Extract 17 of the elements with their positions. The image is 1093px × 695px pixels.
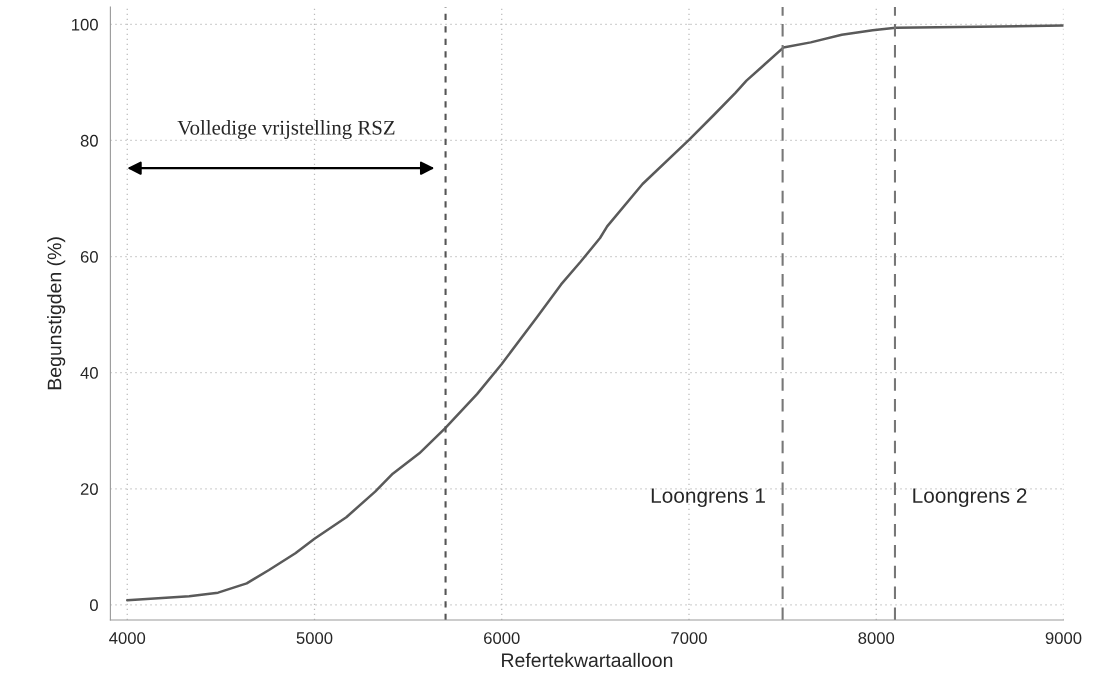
ref-line-label: Loongrens 2 [913, 488, 1027, 508]
y-tick-label: 20 [80, 483, 98, 495]
x-tick-label: 6000 [484, 632, 520, 644]
x-tick-label: 4000 [109, 632, 146, 644]
x-tick-label: 8000 [858, 632, 895, 644]
annotation: Volledige vrijstelling RSZ [177, 120, 395, 140]
y-tick-label: 0 [89, 599, 98, 612]
y-axis-title: Begunstigden (%) [47, 237, 66, 390]
y-tick-label: 60 [80, 250, 98, 263]
y-tick-label: 40 [80, 367, 98, 379]
y-tick-label: 80 [80, 134, 98, 147]
ref-line-label: Loongrens 1 [651, 488, 765, 508]
x-tick-label: 9000 [1045, 632, 1082, 644]
x-axis-title: Refertekwartaalloon [502, 652, 673, 668]
y-tick-label: 100 [72, 18, 98, 31]
x-tick-label: 7000 [671, 632, 707, 644]
x-tick-label: 5000 [296, 632, 333, 644]
